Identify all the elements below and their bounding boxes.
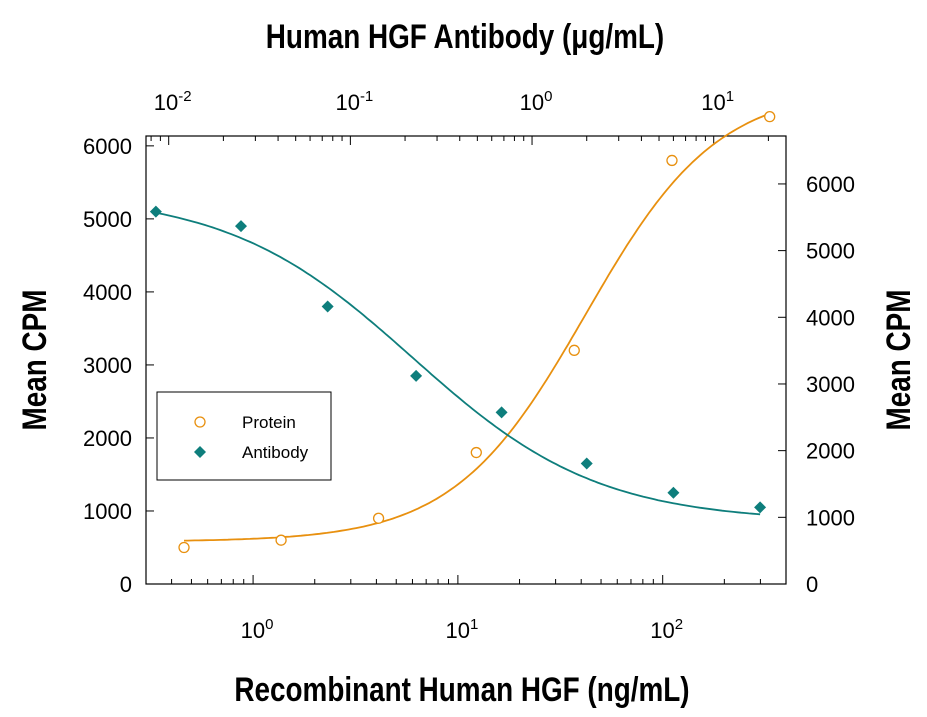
left-tick-label: 2000 [83,426,132,451]
antibody-point [580,457,593,470]
points-layer [149,110,776,554]
top-tick-label: 101 [701,88,734,115]
legend-antibody-marker [194,446,206,458]
top-tick-label: 10-1 [335,88,373,115]
top-tick-label: 10-2 [154,88,192,115]
top-axis-title: Human HGF Antibody (μg/mL) [266,17,664,55]
left-tick-label: 6000 [83,134,132,159]
protein-point [666,154,678,167]
legend-protein-label: Protein [242,413,296,432]
right-tick-label: 2000 [806,439,855,464]
right-tick-label: 4000 [806,305,855,330]
left-tick-label: 3000 [83,353,132,378]
left-tick-label: 5000 [83,207,132,232]
legend-antibody-label: Antibody [242,443,309,462]
right-tick-label: 1000 [806,505,855,530]
left-tick-label: 4000 [83,280,132,305]
ticks-layer: 100 101 102 10-2 10-1 100 101 0 1000 2000 3000 4000… [83,88,855,643]
legend-box [156,391,332,481]
protein-point [275,534,287,546]
bottom-axis-title: Recombinant Human HGF (ng/mL) [234,670,689,708]
antibody-point [149,205,162,218]
antibody-point [410,369,423,382]
legend: Protein Antibody [156,391,332,481]
left-axis-title: Mean CPM [15,290,53,431]
protein-point [568,344,580,356]
left-tick-label: 1000 [83,499,132,524]
left-tick-label: 0 [120,572,132,597]
legend-protein-marker [194,416,206,428]
antibody-point [234,220,247,233]
protein-point [470,446,482,459]
top-tick-label: 100 [520,88,553,115]
antibody-fit-curve [155,211,761,516]
protein-point [372,512,385,524]
bottom-tick-label: 100 [241,616,274,643]
antibody-point [754,501,767,514]
plot-frame [145,135,787,585]
antibody-point [495,406,508,419]
right-tick-label: 6000 [806,172,855,197]
right-tick-label: 0 [806,572,818,597]
bottom-tick-label: 102 [650,616,683,643]
right-tick-label: 3000 [806,372,855,397]
right-axis-title: Mean CPM [879,290,917,431]
protein-point [178,541,190,554]
right-tick-label: 5000 [806,239,855,264]
antibody-point [321,300,334,313]
bottom-tick-label: 101 [445,616,478,643]
protein-point [764,110,776,123]
antibody-point [667,486,680,499]
